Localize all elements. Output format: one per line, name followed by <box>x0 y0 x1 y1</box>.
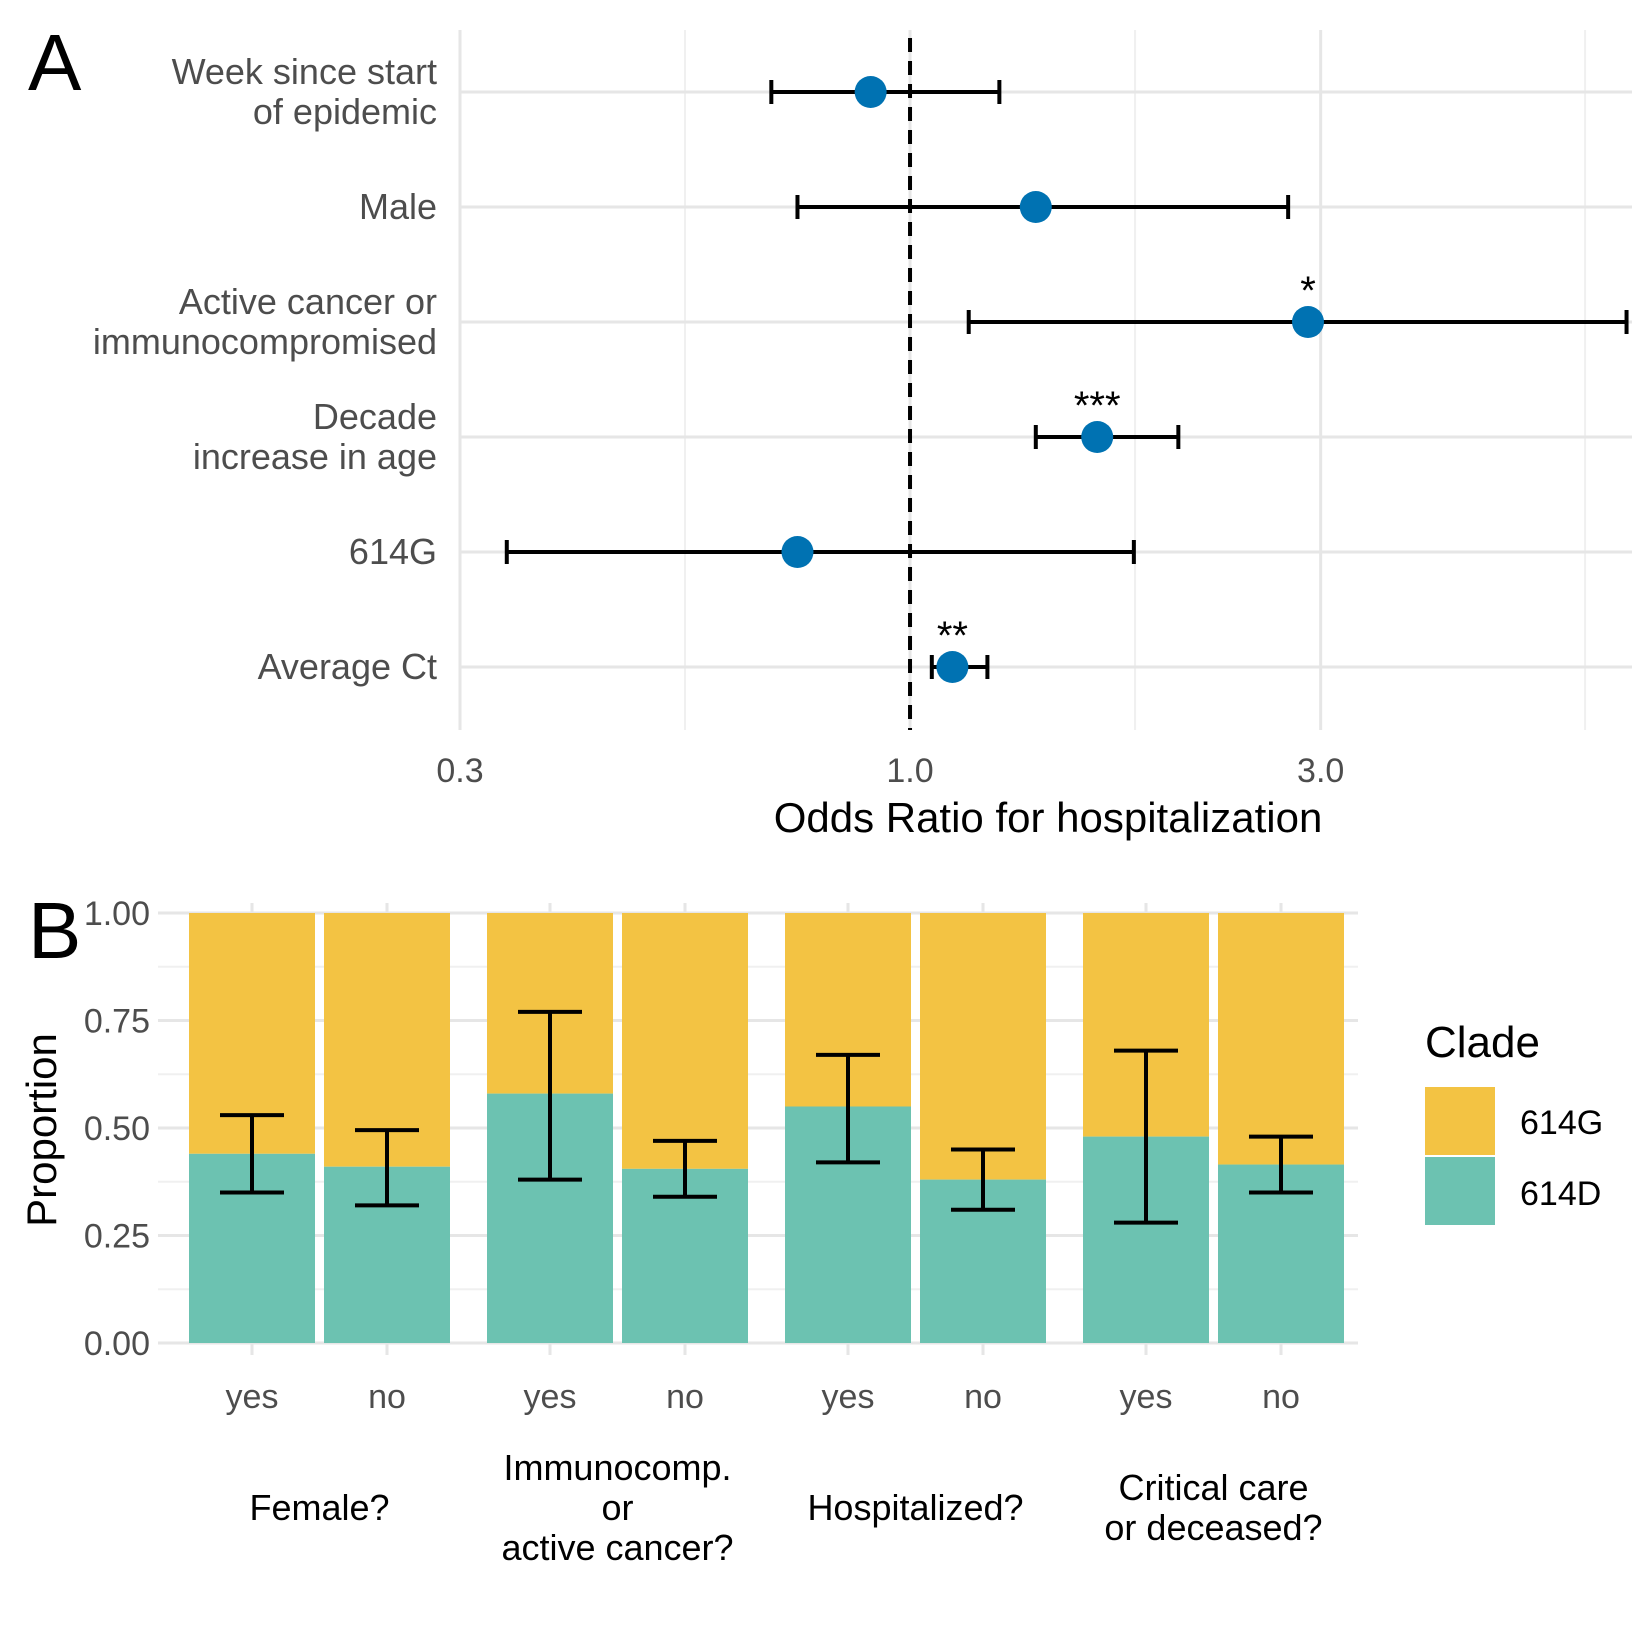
significance-label: ** <box>937 614 968 658</box>
odds-ratio-point <box>854 76 887 108</box>
panel-a-x-axis-title: Odds Ratio for hospitalization <box>774 794 1323 841</box>
group-label: Immunocomp. or active cancer? <box>501 1447 733 1568</box>
panel-a-x-ticks: 0.3 1.0 3.0 <box>436 752 1344 790</box>
y-tick-label: 0.75 <box>84 1003 150 1041</box>
bar-614g <box>324 913 450 1167</box>
significance-label: * <box>1300 269 1316 313</box>
odds-ratio-point <box>1081 421 1114 453</box>
bar-614g <box>1218 913 1344 1165</box>
y-tick-label: 0.50 <box>84 1110 150 1148</box>
legend-label-614g: 614G <box>1520 1104 1603 1142</box>
legend-swatch-614d <box>1425 1157 1495 1225</box>
row-label: Active cancer or immunocompromised <box>93 281 437 362</box>
panel-a-letter: A <box>28 18 82 107</box>
group-label: Female? <box>249 1487 389 1528</box>
odds-ratio-point <box>781 536 814 568</box>
y-tick-label: 1.00 <box>84 895 150 933</box>
x-tick-label: yes <box>1120 1378 1173 1416</box>
x-tick-label: yes <box>822 1378 875 1416</box>
panel-a-row-labels: Week since start of epidemic Male Active ca… <box>93 51 437 687</box>
x-tick-label: yes <box>524 1378 577 1416</box>
panel-b-y-axis-title: Proportion <box>18 1033 65 1227</box>
bar-614g <box>622 913 748 1169</box>
panel-b-letter: B <box>28 886 81 975</box>
y-tick-label: 0.25 <box>84 1218 150 1256</box>
significance-label: *** <box>1074 384 1121 428</box>
panel-b-x-ticks: yes no yes no yes no yes no <box>226 1378 1300 1416</box>
panel-b-group-labels: Female? Immunocomp. or active cancer? Hospit… <box>249 1447 1322 1568</box>
bar-614g <box>920 913 1046 1180</box>
group-label: Hospitalized? <box>807 1487 1023 1528</box>
odds-ratio-point <box>1019 191 1052 223</box>
odds-ratio-point <box>1291 306 1324 338</box>
row-label: 614G <box>349 531 437 572</box>
row-label: Week since start of epidemic <box>172 51 437 132</box>
x-tick-label: 1.0 <box>886 752 933 790</box>
panel-b-stacked-bar-chart: 0.00 0.25 0.50 0.75 1.00 yes no yes no yes no yes n… <box>18 886 1603 1568</box>
x-tick-label: no <box>666 1378 704 1416</box>
legend-title: Clade <box>1425 1018 1540 1067</box>
group-label: Critical care or deceased? <box>1104 1467 1322 1548</box>
x-tick-label: no <box>964 1378 1002 1416</box>
x-tick-label: no <box>368 1378 406 1416</box>
row-label: Decade increase in age <box>193 396 437 477</box>
y-tick-label: 0.00 <box>84 1325 150 1363</box>
legend: Clade 614G 614D <box>1425 1018 1603 1225</box>
row-label: Male <box>359 186 437 227</box>
x-tick-label: yes <box>226 1378 279 1416</box>
x-tick-label: 0.3 <box>436 752 483 790</box>
x-tick-label: 3.0 <box>1297 752 1344 790</box>
panel-a-forest-plot: ****** Week since start of epidemicMaleAc… <box>28 18 1632 841</box>
panel-a-gridlines <box>458 30 1632 730</box>
panel-b-bars <box>189 913 1344 1343</box>
row-label: Average Ct <box>258 646 437 687</box>
x-tick-label: no <box>1262 1378 1300 1416</box>
legend-label-614d: 614D <box>1520 1175 1601 1213</box>
odds-ratio-point <box>936 651 969 683</box>
panel-b-y-ticks: 0.00 0.25 0.50 0.75 1.00 <box>84 895 150 1363</box>
legend-swatch-614g <box>1425 1087 1495 1155</box>
panel-a-marks: ****** <box>504 76 1629 683</box>
